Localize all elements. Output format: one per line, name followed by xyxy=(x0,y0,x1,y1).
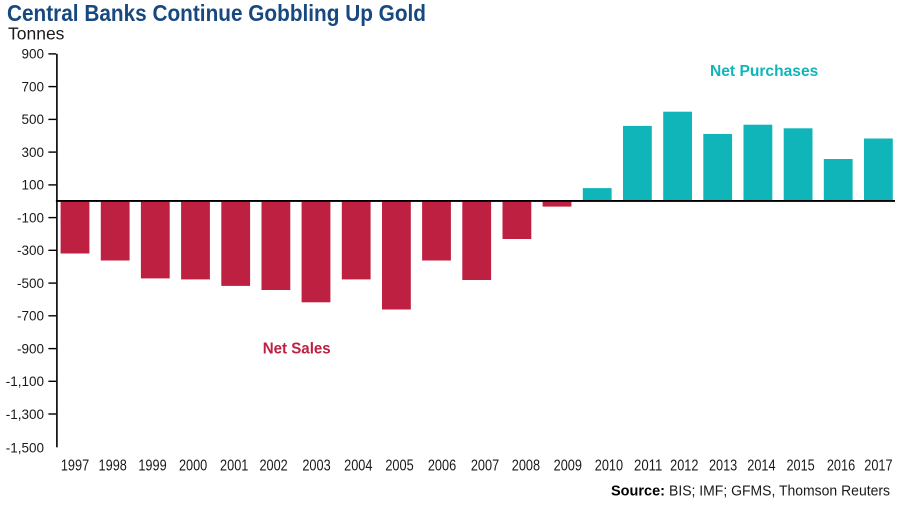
svg-text:500: 500 xyxy=(21,112,44,127)
svg-text:300: 300 xyxy=(21,145,44,160)
svg-text:2008: 2008 xyxy=(512,458,540,475)
svg-text:Tonnes: Tonnes xyxy=(8,23,65,43)
svg-text:1999: 1999 xyxy=(138,458,166,475)
svg-text:2016: 2016 xyxy=(827,458,855,475)
svg-text:1998: 1998 xyxy=(99,458,127,475)
svg-text:700: 700 xyxy=(21,79,44,94)
svg-text:2009: 2009 xyxy=(554,458,582,475)
svg-text:-500: -500 xyxy=(17,276,44,291)
svg-text:-1,100: -1,100 xyxy=(6,374,44,389)
svg-text:2017: 2017 xyxy=(864,458,892,475)
svg-text:Central Banks Continue Gobblin: Central Banks Continue Gobbling Up Gold xyxy=(7,0,426,26)
svg-text:-900: -900 xyxy=(17,341,44,356)
svg-text:2007: 2007 xyxy=(471,458,499,475)
svg-text:2010: 2010 xyxy=(595,458,623,475)
svg-text:100: 100 xyxy=(21,178,44,193)
svg-text:2014: 2014 xyxy=(747,458,775,475)
svg-text:2012: 2012 xyxy=(670,458,698,475)
svg-text:Net Sales: Net Sales xyxy=(263,340,331,357)
svg-text:Source:: Source: xyxy=(611,484,665,500)
svg-text:2011: 2011 xyxy=(634,458,662,475)
svg-text:-100: -100 xyxy=(17,210,44,225)
svg-text:2002: 2002 xyxy=(259,458,287,475)
svg-text:2006: 2006 xyxy=(428,458,456,475)
svg-text:2003: 2003 xyxy=(302,458,330,475)
svg-text:2001: 2001 xyxy=(220,458,248,475)
svg-text:-1,300: -1,300 xyxy=(6,407,44,422)
svg-text:2000: 2000 xyxy=(179,458,207,475)
svg-text:1997: 1997 xyxy=(61,458,89,475)
svg-text:Net Purchases: Net Purchases xyxy=(710,63,818,80)
svg-text:2005: 2005 xyxy=(385,458,413,475)
svg-text:-300: -300 xyxy=(17,243,44,258)
svg-text:2015: 2015 xyxy=(786,458,814,475)
svg-text:2004: 2004 xyxy=(344,458,372,475)
svg-text:900: 900 xyxy=(21,47,44,62)
svg-text:-1,500: -1,500 xyxy=(6,440,44,455)
svg-text:-700: -700 xyxy=(17,309,44,324)
svg-text:2013: 2013 xyxy=(709,458,737,475)
svg-text:BIS; IMF; GFMS, Thomson Reuter: BIS; IMF; GFMS, Thomson Reuters xyxy=(669,484,890,500)
